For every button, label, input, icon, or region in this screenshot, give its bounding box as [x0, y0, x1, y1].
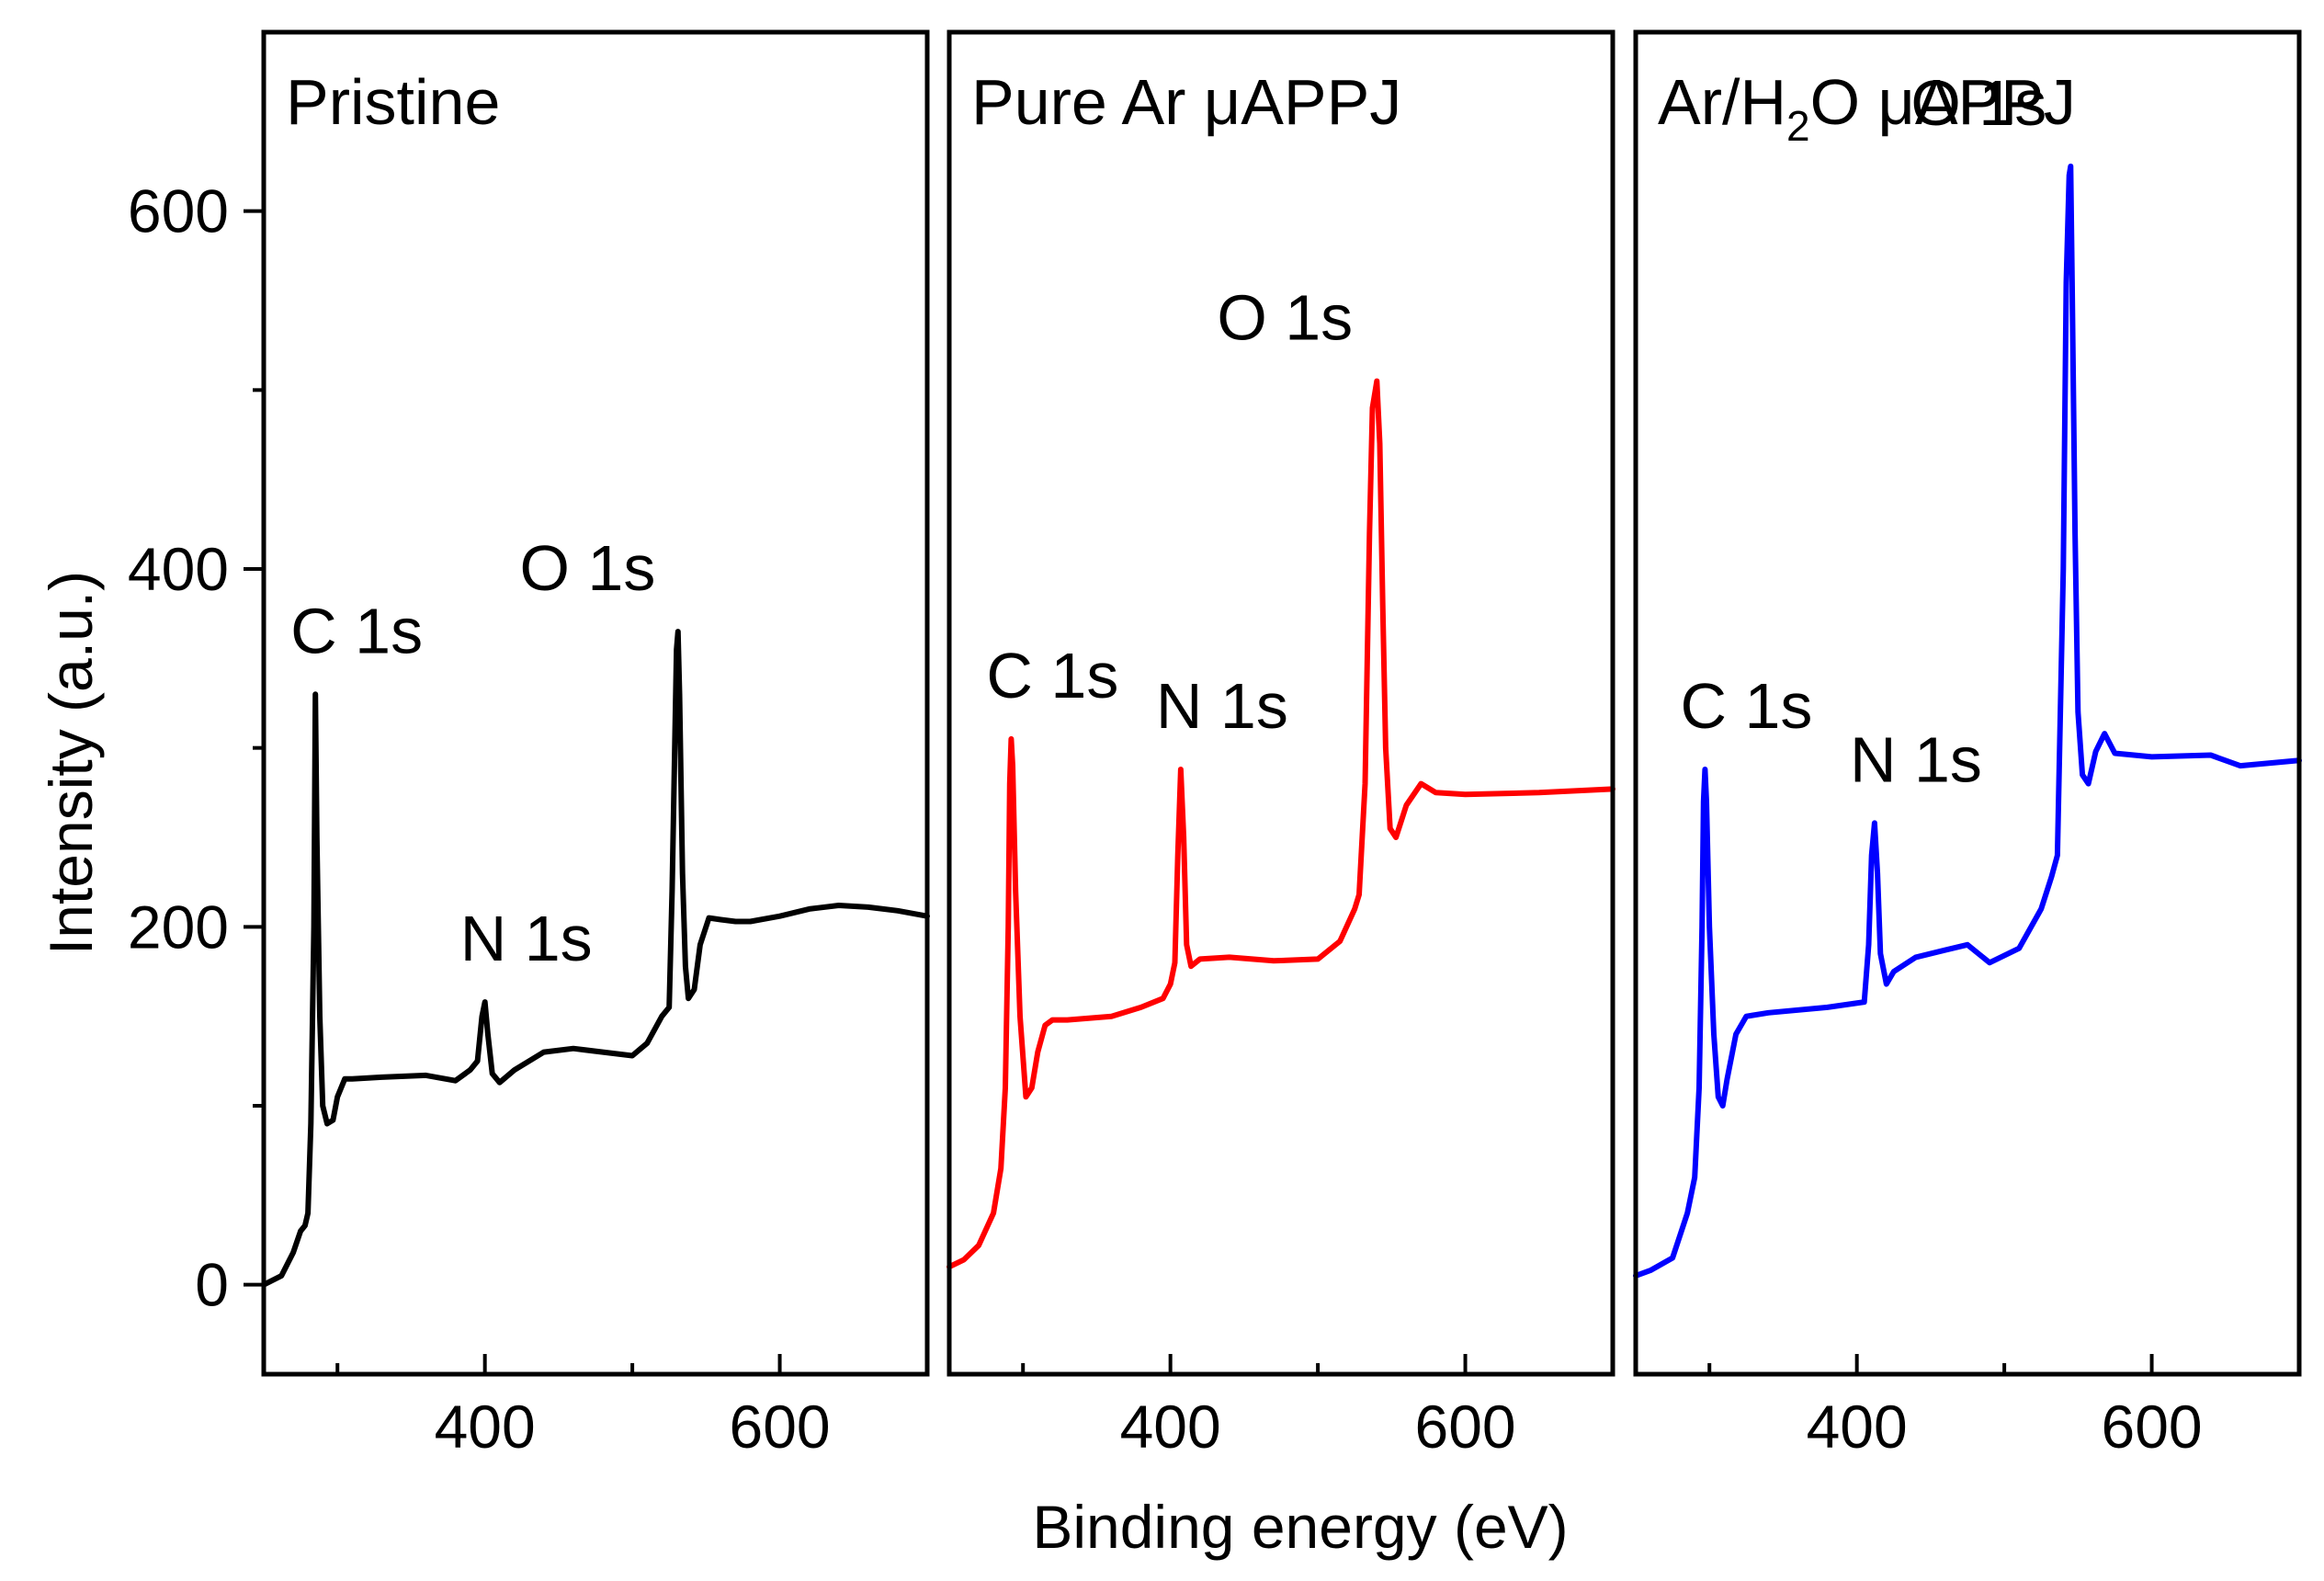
panel-title-subscript: 2: [1786, 102, 1810, 150]
plot-frame-2: [947, 29, 1615, 1377]
panel-title-part: Ar/H: [1658, 66, 1786, 138]
panel-title-1: Pristine: [286, 66, 500, 138]
peak-label-c1s: C 1s: [1680, 670, 1812, 742]
x-tick-label: 400: [1120, 1393, 1221, 1461]
y-tick-label: 400: [128, 535, 229, 603]
y-tick-label: 200: [128, 893, 229, 961]
panels: 400 600 0 200 400 600 Pristine C 1s N 1s O 1s 400 6…: [128, 29, 2302, 1461]
peak-label-o1s: O 1s: [1910, 67, 2046, 139]
panel-1: 400 600 0 200 400 600 Pristine C 1s N 1s O 1s: [128, 29, 930, 1461]
plot-frame-1: [261, 29, 930, 1377]
spectrum-line-1: [261, 629, 930, 1288]
x-tick-label: 600: [729, 1393, 830, 1461]
x-tick-label: 600: [2101, 1393, 2202, 1461]
x-axis-title: Binding energy (eV): [1032, 1493, 1568, 1561]
x-tick-label: 400: [435, 1393, 536, 1461]
peak-label-c1s: C 1s: [290, 595, 423, 666]
peak-label-n1s: N 1s: [1850, 723, 1982, 795]
x-tick-label: 600: [1414, 1393, 1515, 1461]
peak-label-c1s: C 1s: [986, 640, 1118, 711]
y-axis-title-group: Intensity (a.u.): [37, 571, 105, 955]
panel-title-3: Ar/H2O μAPPJ: [1658, 66, 2076, 150]
y-axis-title: Intensity (a.u.): [37, 571, 105, 955]
panel-title-part: O μAPPJ: [1810, 66, 2076, 138]
panel-2: 400 600 Pure Ar μAPPJ C 1s N 1s O 1s: [947, 29, 1615, 1461]
panel-3: 400 600 Ar/H2O μAPPJ C 1s N 1s O 1s: [1633, 29, 2302, 1461]
peak-label-n1s: N 1s: [460, 903, 593, 974]
plot-frame-3: [1633, 29, 2302, 1377]
y-tick-label: 0: [195, 1251, 229, 1319]
peak-label-o1s: O 1s: [520, 532, 656, 604]
panel-title-2: Pure Ar μAPPJ: [971, 66, 1401, 138]
x-tick-label: 400: [1807, 1393, 1908, 1461]
peak-label-n1s: N 1s: [1156, 670, 1288, 742]
peak-label-o1s: O 1s: [1217, 282, 1353, 354]
spectrum-line-2: [947, 378, 1615, 1270]
spectrum-line-3: [1633, 164, 2302, 1279]
y-tick-label: 600: [128, 177, 229, 245]
